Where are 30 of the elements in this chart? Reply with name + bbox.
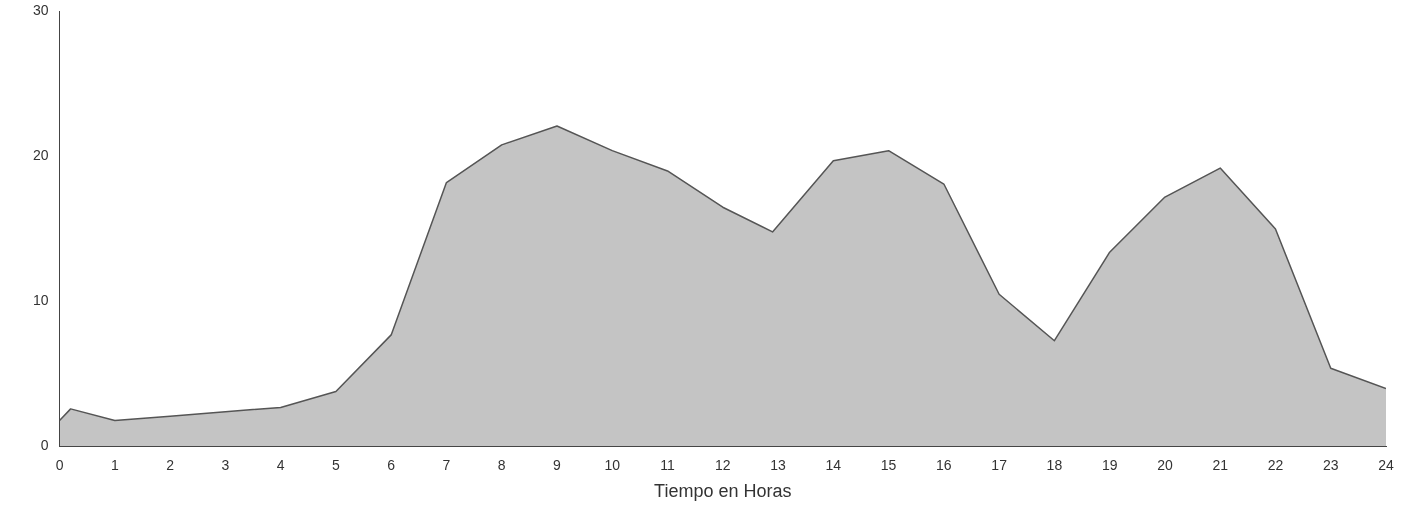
x-tick-label: 13	[770, 456, 787, 473]
x-tick-label: 23	[1322, 456, 1339, 473]
x-tick-label: 7	[442, 456, 451, 473]
x-tick-label: 18	[1046, 456, 1063, 473]
x-tick-label: 11	[660, 456, 675, 473]
y-tick-label: 0	[40, 437, 49, 454]
y-tick-label: 10	[32, 292, 49, 309]
x-tick-label: 22	[1267, 456, 1284, 473]
x-tick-label: 24	[1378, 456, 1394, 473]
x-axis-title: Tiempo en Horas	[654, 481, 792, 502]
x-tick-label: 9	[553, 456, 562, 473]
x-tick-label: 14	[825, 456, 842, 473]
x-tick-label: 12	[715, 456, 731, 473]
x-tick-label: 8	[497, 456, 506, 473]
x-tick-label: 16	[936, 456, 952, 473]
y-tick-label: 20	[32, 147, 49, 164]
x-tick-label: 5	[332, 456, 341, 473]
x-tick-label: 2	[166, 456, 175, 473]
x-tick-label: 4	[276, 456, 285, 473]
x-tick-label: 0	[55, 456, 64, 473]
x-tick-label: 6	[387, 456, 396, 473]
x-tick-label: 3	[221, 456, 230, 473]
y-tick-label: 30	[32, 2, 49, 19]
x-tick-label: 17	[991, 456, 1008, 473]
x-tick-label: 1	[110, 456, 119, 473]
x-tick-label: 15	[880, 456, 897, 473]
x-tick-label: 20	[1157, 456, 1173, 473]
x-tick-label: 19	[1101, 456, 1118, 473]
x-tick-label: 10	[604, 456, 621, 473]
x-tick-label: 21	[1212, 456, 1229, 473]
